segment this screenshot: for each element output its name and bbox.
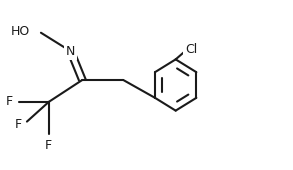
Text: F: F: [6, 95, 13, 108]
Text: HO: HO: [11, 24, 30, 38]
Text: Cl: Cl: [185, 43, 197, 56]
Text: N: N: [66, 45, 75, 58]
Text: F: F: [15, 118, 22, 131]
Text: F: F: [45, 139, 52, 152]
